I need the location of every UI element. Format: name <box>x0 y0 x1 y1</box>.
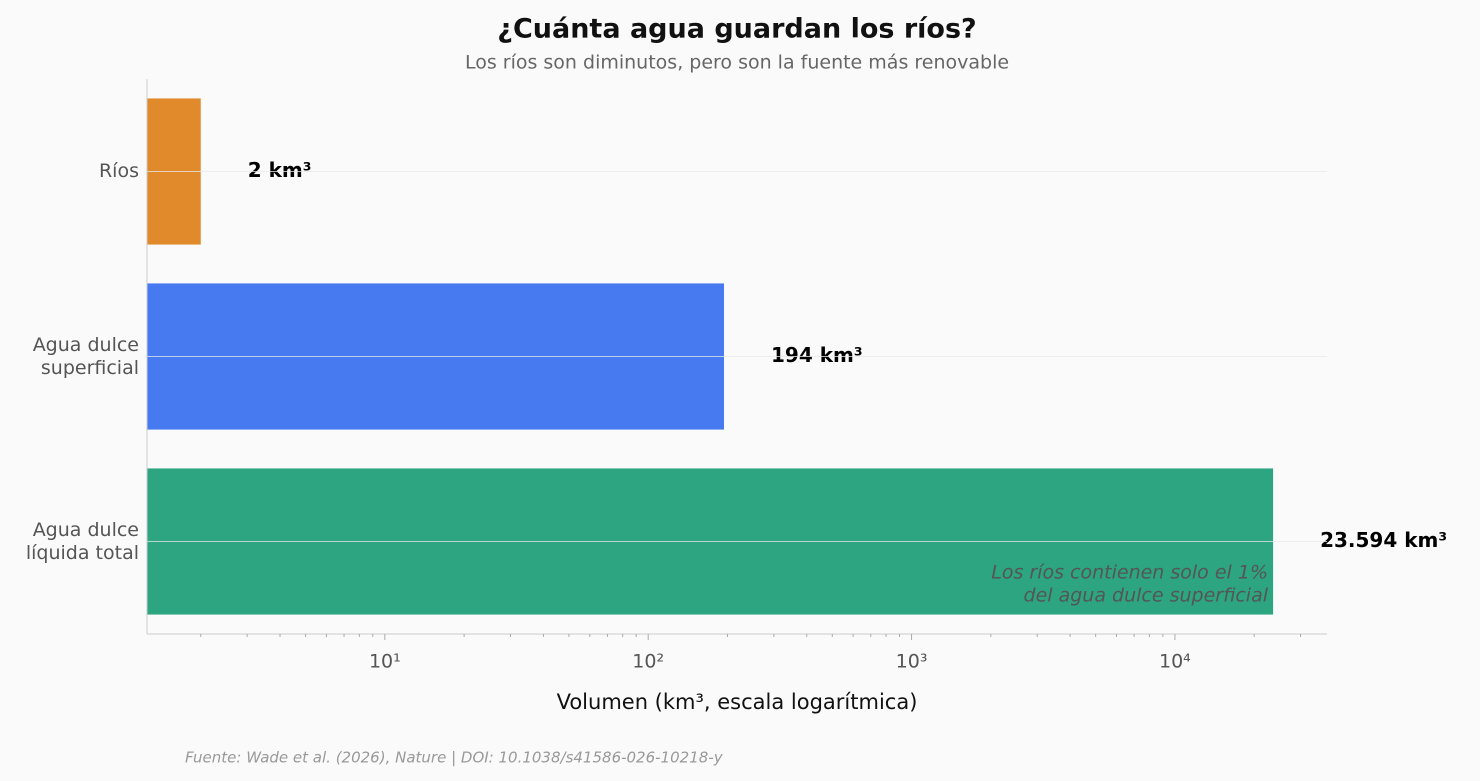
x-axis-label: Volumen (km³, escala logarítmica) <box>557 690 918 714</box>
value-label: 23.594 km³ <box>1320 528 1447 552</box>
source-note: Fuente: Wade et al. (2026), Nature | DOI… <box>185 749 724 767</box>
category-label: Ríos <box>99 160 139 182</box>
x-tick-label: 10⁴ <box>1159 651 1191 673</box>
value-label: 194 km³ <box>771 343 863 367</box>
annotation: Los ríos contienen solo el 1% del agua du… <box>991 561 1268 606</box>
x-tick-label: 10¹ <box>369 651 401 673</box>
chart-subtitle: Los ríos son diminutos, pero son la fuen… <box>465 52 1009 74</box>
chart-title: ¿Cuánta agua guardan los ríos? <box>497 14 976 45</box>
category-label: Agua dulce superficial <box>33 334 139 379</box>
category-label: Agua dulce líquida total <box>26 519 139 564</box>
x-tick-label: 10² <box>632 651 664 673</box>
value-label: 2 km³ <box>248 158 312 182</box>
x-tick-label: 10³ <box>896 651 928 673</box>
